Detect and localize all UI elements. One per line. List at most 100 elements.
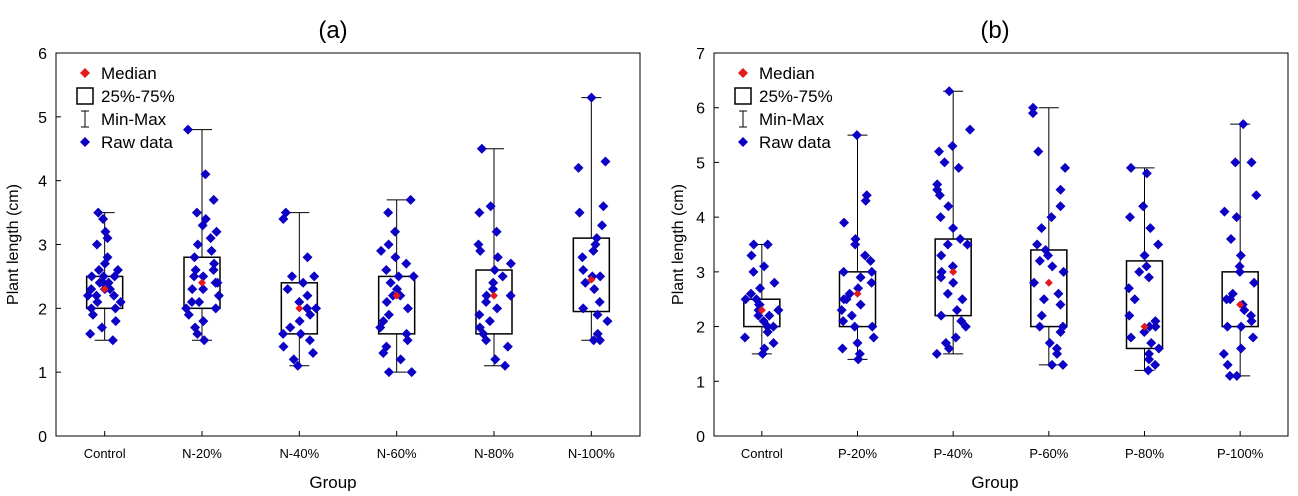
panel-a-raw-point <box>488 278 498 288</box>
panel-b-raw-point <box>1248 333 1258 343</box>
panel-b-raw-point <box>1055 201 1065 211</box>
panel-a-legend-median-marker <box>80 68 90 78</box>
panel-a-ytick-label: 1 <box>38 365 47 382</box>
panel-b-raw-point <box>1045 338 1055 348</box>
panel-a-ytick-label: 5 <box>38 110 47 127</box>
panel-a-raw-point <box>390 252 400 262</box>
panel-a-raw-point <box>384 367 394 377</box>
panel-a-raw-point <box>287 271 297 281</box>
panel-b-raw-point <box>1223 360 1233 370</box>
panel-a-raw-point <box>485 316 495 326</box>
panel-a-xtick-label: N-40% <box>279 446 319 461</box>
panel-a-raw-point <box>498 271 508 281</box>
panel-b-raw-point <box>1247 157 1257 167</box>
panel-b-raw-point <box>1140 250 1150 260</box>
panel-b-raw-point <box>838 343 848 353</box>
panel-a-raw-point <box>600 157 610 167</box>
panel-a-raw-point <box>597 220 607 230</box>
panel-a-raw-point <box>305 335 315 345</box>
panel-b-raw-point <box>934 146 944 156</box>
panel-b-raw-point <box>955 234 965 244</box>
panel-a-legend-raw-marker <box>80 137 90 147</box>
panel-b-ytick-label: 2 <box>696 320 705 337</box>
panel-a-ytick-label: 3 <box>38 238 47 255</box>
panel-b-raw-point <box>954 163 964 173</box>
panel-a-ytick-label: 0 <box>38 429 47 446</box>
panel-b-raw-point <box>943 240 953 250</box>
panel-a-raw-point <box>506 291 516 301</box>
panel-a-legend-box-label: 25%-75% <box>101 87 175 106</box>
panel-b-median-marker <box>1045 279 1053 287</box>
panel-a-box-group <box>573 98 609 341</box>
panel-b-raw-point <box>1144 349 1154 359</box>
panel-b-raw-point <box>773 305 783 315</box>
panel-b-raw-point <box>1236 322 1246 332</box>
panel-a-raw-point <box>602 316 612 326</box>
panel-b-raw-point <box>852 130 862 140</box>
panel-a-raw-point <box>394 271 404 281</box>
panel-b-raw-point <box>951 333 961 343</box>
panel-b-raw-point <box>1230 157 1240 167</box>
panel-a-raw-point <box>492 303 502 313</box>
panel-b-raw-point <box>837 305 847 315</box>
panel-a-raw-point <box>503 342 513 352</box>
panel-b-raw-point <box>1142 168 1152 178</box>
panel-b-raw-point <box>1047 261 1057 271</box>
panel-a-raw-point <box>198 316 208 326</box>
panel-a-raw-point <box>376 246 386 256</box>
panel-a-raw-point <box>214 291 224 301</box>
panel-b-legend-median-label: Median <box>759 64 815 83</box>
panel-b-legend-raw-label: Raw data <box>759 133 831 152</box>
panel-b-raw-point <box>847 311 857 321</box>
panel-a-raw-point <box>598 201 608 211</box>
panel-b-raw-point <box>856 300 866 310</box>
panel-b-raw-point <box>1035 322 1045 332</box>
panel-a-raw-point <box>390 227 400 237</box>
panel-a-xlabel: Group <box>309 473 356 491</box>
panel-b-ytick-label: 1 <box>696 374 705 391</box>
panel-a-legend: Median 25%-75% Min-Max Raw data <box>77 64 175 152</box>
panel-b-legend-minmax-label: Min-Max <box>759 110 825 129</box>
panel-a-legend-minmax-label: Min-Max <box>101 110 167 129</box>
panel-a-raw-point <box>406 195 416 205</box>
panel-b-legend-box-marker <box>735 88 751 104</box>
panel-b-raw-point <box>755 283 765 293</box>
panel-b-raw-point <box>1225 371 1235 381</box>
panel-b-raw-point <box>1055 300 1065 310</box>
panel-a-xtick-label: N-60% <box>377 446 417 461</box>
panel-b-raw-point <box>1032 240 1042 250</box>
panel-b-raw-point <box>1126 163 1136 173</box>
panel-a-median-marker <box>490 292 498 300</box>
panel-b-raw-point <box>740 333 750 343</box>
panel-a-median-marker <box>198 279 206 287</box>
panel-a-raw-point <box>586 93 596 103</box>
panel-b-raw-point <box>769 338 779 348</box>
panel-b-raw-point <box>1037 223 1047 233</box>
panel-b-raw-point <box>1222 322 1232 332</box>
panel-b-raw-point <box>748 267 758 277</box>
panel-b-ytick-label: 7 <box>696 46 705 63</box>
panel-b-ytick-label: 4 <box>696 210 705 227</box>
panel-a: (a)0123456Plant length (cm)GroupControl N… <box>5 17 640 491</box>
panel-a-raw-point <box>589 284 599 294</box>
panel-a-raw-point <box>474 208 484 218</box>
panel-a-raw-point <box>492 227 502 237</box>
panel-a-raw-point <box>207 246 217 256</box>
panel-a-raw-point <box>211 278 221 288</box>
panel-a-raw-point <box>108 335 118 345</box>
panel-b-raw-point <box>1033 146 1043 156</box>
panel-a-raw-point <box>303 252 313 262</box>
panel-a-raw-point <box>283 284 293 294</box>
panel-b-ylabel: Plant length (cm) <box>670 184 687 305</box>
panel-b-raw-point <box>850 234 860 244</box>
panel-a-raw-point <box>506 259 516 269</box>
panel-a-raw-point <box>578 265 588 275</box>
panel-a-raw-point <box>206 233 216 243</box>
panel-b-raw-point <box>852 338 862 348</box>
panel-b-raw-point <box>1226 234 1236 244</box>
panel-b-ytick-label: 6 <box>696 101 705 118</box>
panel-b-raw-point <box>769 278 779 288</box>
panel-b-raw-point <box>948 278 958 288</box>
panel-b-raw-point <box>1134 267 1144 277</box>
